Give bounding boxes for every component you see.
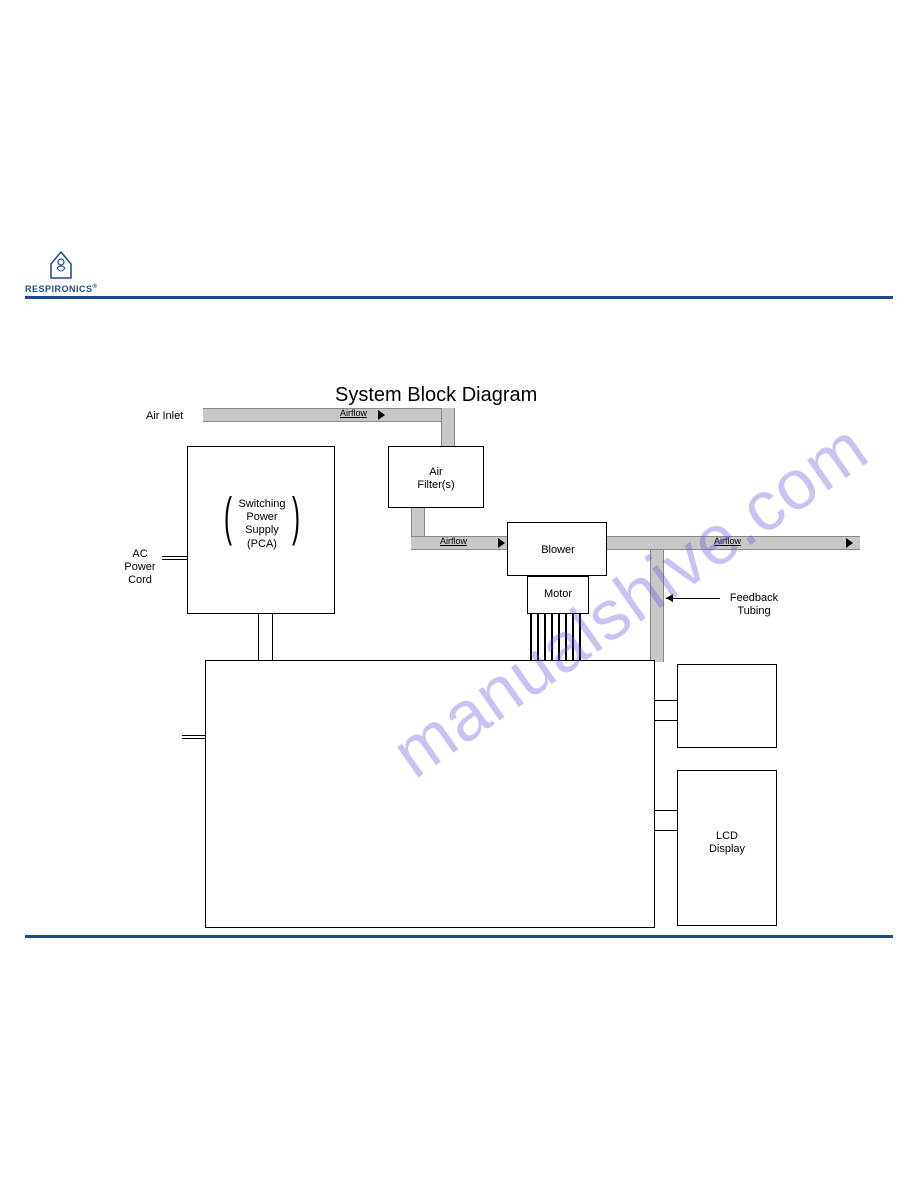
motor-connector-line (551, 614, 553, 660)
air-filter-label: Air Filter(s) (404, 466, 468, 492)
brand-text: RESPIRONICS (25, 284, 93, 294)
respironics-icon (47, 250, 75, 282)
lcd-label: LCD Display (700, 830, 754, 856)
motor-connector-line (565, 614, 567, 660)
header-rule (25, 296, 893, 299)
pipe-feedback (650, 550, 664, 662)
lcd-connector-line (655, 830, 677, 831)
air-inlet-label: Air Inlet (146, 410, 183, 423)
arrow-icon (498, 538, 505, 548)
feedback-tubing-label: Feedback Tubing (722, 592, 786, 618)
keypad-connector-line (655, 720, 677, 721)
footer-rule (25, 935, 893, 938)
brand-logo: RESPIRONICS® (25, 250, 97, 294)
motor-connector-line (572, 614, 574, 660)
motor-connector-line (558, 614, 560, 660)
feedback-pointer-line (666, 598, 720, 599)
box-main-pca (205, 660, 655, 928)
motor-connector-line (544, 614, 546, 660)
ac-power-cord-label: AC Power Cord (118, 548, 162, 588)
motor-label: Motor (540, 588, 576, 601)
arrow-icon (846, 538, 853, 548)
motor-connector-line (537, 614, 539, 660)
arrow-icon (378, 410, 385, 420)
motor-connector-line (530, 614, 532, 660)
lcd-connector-line (655, 810, 677, 811)
pipe-inlet-down (441, 408, 455, 448)
diagram-title: System Block Diagram (335, 384, 537, 407)
pca-left-connector (182, 735, 206, 739)
box-keypad (677, 664, 777, 748)
airflow-label: Airflow (714, 536, 741, 546)
motor-connector-line (579, 614, 581, 660)
airflow-label: Airflow (340, 408, 367, 418)
airflow-label: Airflow (440, 536, 467, 546)
blower-label: Blower (536, 544, 580, 557)
pipe-inlet (203, 408, 455, 422)
psu-label: Switching Power Supply (PCA) (230, 498, 294, 551)
psu-connector-line (258, 614, 259, 660)
arrow-icon (666, 594, 673, 602)
ac-cord-connector (162, 556, 188, 560)
keypad-connector-line (655, 700, 677, 701)
psu-connector-line (272, 614, 273, 660)
